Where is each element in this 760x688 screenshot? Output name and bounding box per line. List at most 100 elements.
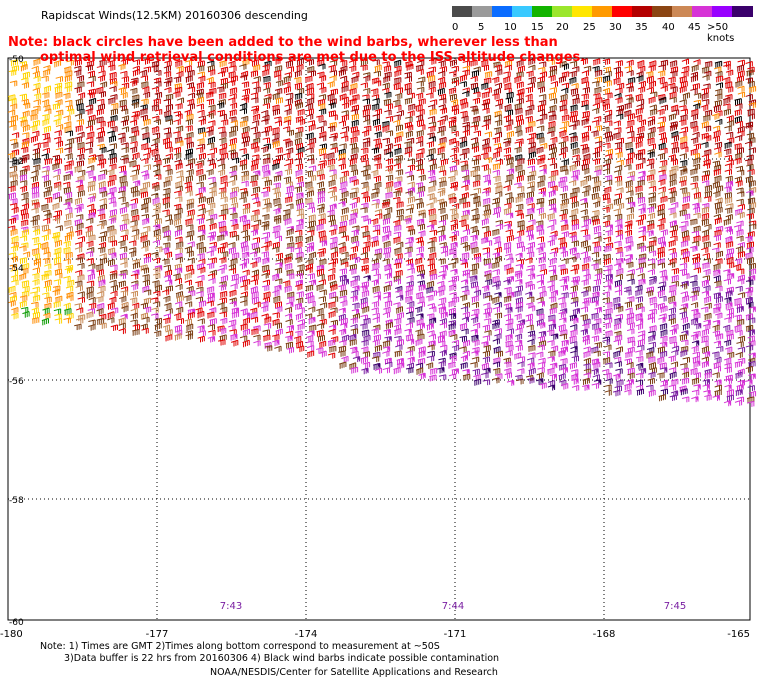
wind-barb xyxy=(174,190,182,197)
wind-barb xyxy=(658,241,666,248)
wind-barb xyxy=(568,124,577,131)
wind-barb xyxy=(87,119,95,127)
wind-barb xyxy=(438,97,447,104)
wind-barb xyxy=(173,119,181,126)
wind-barb xyxy=(580,240,588,248)
wind-barb xyxy=(470,75,478,82)
wind-barb xyxy=(681,371,690,379)
wind-barb xyxy=(657,191,666,198)
wind-barb xyxy=(627,328,635,335)
wind-barb xyxy=(581,70,589,77)
wind-barb xyxy=(195,146,204,153)
wind-barb xyxy=(572,97,580,105)
wind-barb xyxy=(737,70,745,78)
wind-barb xyxy=(242,207,251,215)
wind-barb xyxy=(593,225,601,233)
wind-barb xyxy=(473,187,481,194)
wind-barb xyxy=(99,190,108,198)
wind-barb xyxy=(680,339,689,346)
wind-barb xyxy=(252,64,261,72)
wind-barb xyxy=(549,207,557,214)
wind-barb xyxy=(471,108,479,116)
wind-barb xyxy=(52,174,61,181)
wind-barb xyxy=(11,65,20,73)
wind-barb xyxy=(274,322,282,329)
wind-barb xyxy=(572,307,580,316)
wind-barb xyxy=(151,104,160,112)
wind-barb xyxy=(394,104,402,111)
wind-barb xyxy=(308,306,316,313)
wind-barb xyxy=(132,59,140,66)
wind-barb xyxy=(250,97,259,104)
wind-barb xyxy=(734,98,742,106)
wind-barb xyxy=(338,307,346,314)
wind-barb xyxy=(700,104,709,112)
wind-barb xyxy=(393,59,402,67)
wind-barb xyxy=(614,289,623,296)
wind-barb xyxy=(405,246,413,253)
wind-barb xyxy=(646,245,654,252)
wind-barb xyxy=(704,223,712,230)
wind-barb xyxy=(471,356,480,363)
wind-barb xyxy=(440,311,448,319)
wind-barb xyxy=(472,174,481,181)
wind-barb xyxy=(118,63,126,71)
wind-barb xyxy=(206,76,214,84)
wind-barb xyxy=(176,97,185,104)
wind-barb xyxy=(217,169,226,176)
wind-barb xyxy=(591,80,600,87)
wind-barb xyxy=(494,312,503,319)
wind-barb xyxy=(701,290,710,297)
wind-barb xyxy=(65,212,73,220)
wind-barb xyxy=(30,108,39,116)
wind-barb xyxy=(197,109,205,116)
wind-barb xyxy=(165,93,174,101)
wind-barb xyxy=(447,361,456,369)
wind-barb xyxy=(382,311,391,318)
wind-barb xyxy=(96,116,104,124)
wind-barb xyxy=(723,218,731,226)
wind-barb xyxy=(693,212,701,219)
wind-barb xyxy=(76,153,85,161)
wind-barb xyxy=(493,241,502,248)
wind-barb xyxy=(537,300,545,307)
wind-barb xyxy=(491,76,500,84)
wind-barb xyxy=(240,70,249,79)
wind-barb xyxy=(437,152,445,159)
wind-barb xyxy=(704,61,713,68)
wind-barb xyxy=(592,158,601,165)
wind-barb xyxy=(404,76,413,83)
wind-barb xyxy=(209,257,217,264)
wind-barb xyxy=(581,81,590,88)
wind-barb xyxy=(569,362,577,370)
wind-barb xyxy=(274,278,283,285)
wind-barb xyxy=(572,147,580,155)
wind-barb xyxy=(602,58,611,65)
wind-barb xyxy=(635,318,644,325)
wind-barb xyxy=(318,108,327,115)
wind-barb xyxy=(536,146,544,154)
wind-barb xyxy=(41,141,49,148)
wind-barb xyxy=(504,286,512,294)
wind-barb xyxy=(176,318,184,324)
wind-barb xyxy=(229,109,237,117)
wind-barb xyxy=(635,93,643,101)
wind-barb xyxy=(293,76,302,84)
wind-barb xyxy=(142,279,150,287)
wind-barb xyxy=(471,246,479,254)
wind-barb xyxy=(462,129,470,137)
wind-barb xyxy=(19,61,27,68)
wind-barb xyxy=(638,80,646,88)
wind-barb xyxy=(570,88,579,95)
wind-barb xyxy=(40,203,49,211)
wind-barb xyxy=(702,114,711,122)
wind-barb xyxy=(206,129,214,137)
wind-barb xyxy=(418,284,426,292)
wind-barb xyxy=(350,279,358,287)
wind-barb xyxy=(704,134,712,142)
wind-barb xyxy=(352,94,360,102)
wind-barb xyxy=(428,213,437,221)
wind-barb xyxy=(228,207,236,214)
wind-barb xyxy=(656,356,665,364)
wind-barb xyxy=(383,295,391,302)
